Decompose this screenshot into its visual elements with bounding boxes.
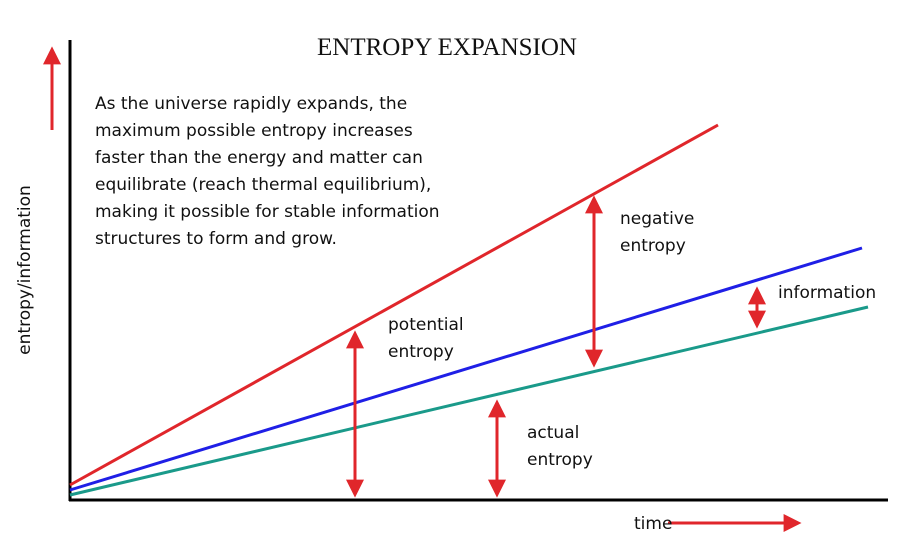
annotation-label: entropy: [527, 450, 593, 470]
annotation-label: potential: [388, 315, 464, 335]
annotation-label: information: [778, 283, 876, 303]
annotation-label: negative: [620, 209, 694, 229]
annotation-label: actual: [527, 423, 579, 443]
description-line: faster than the energy and matter can: [95, 148, 423, 168]
annotation-label: entropy: [388, 342, 454, 362]
actual-entropy-line: [69, 305, 869, 497]
description-line: making it possible for stable informatio…: [95, 202, 440, 222]
max-entropy-line: [69, 123, 719, 487]
y-axis-label: entropy/information: [15, 185, 35, 355]
description-line: structures to form and grow.: [95, 229, 337, 249]
description-line: maximum possible entropy increases: [95, 121, 413, 141]
annotation-label: entropy: [620, 236, 686, 256]
description-line: As the universe rapidly expands, the: [95, 94, 407, 114]
description-line: equilibrate (reach thermal equilibrium),: [95, 175, 431, 195]
x-axis-label: time: [634, 514, 672, 534]
title: ENTROPY EXPANSION: [317, 34, 577, 61]
information-line: [69, 246, 863, 492]
